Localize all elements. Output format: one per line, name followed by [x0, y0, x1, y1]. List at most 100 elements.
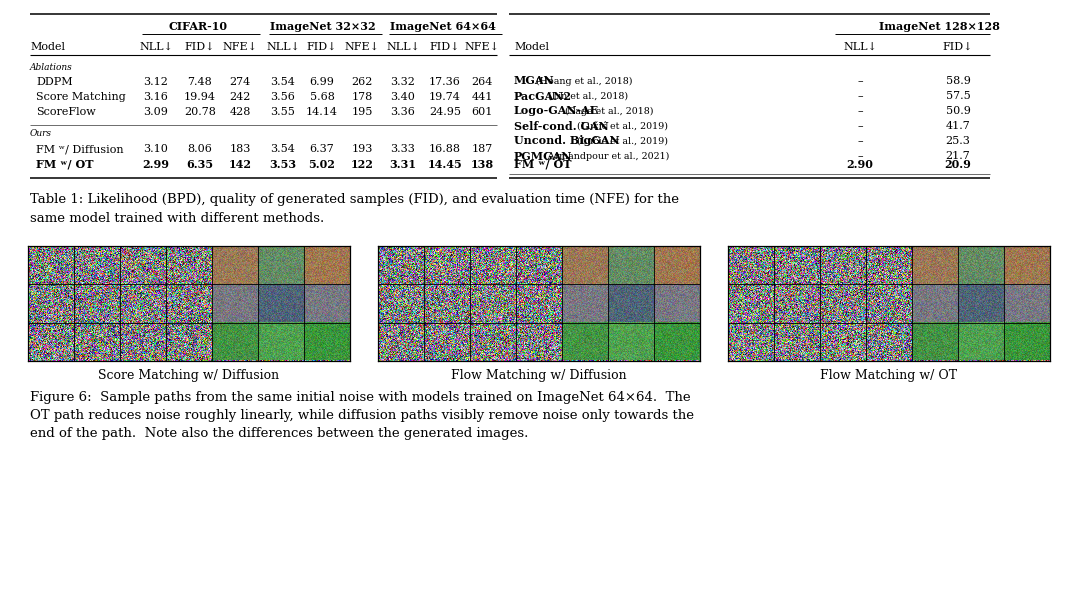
- Text: Score Matching: Score Matching: [36, 92, 125, 102]
- Text: PGMGAN: PGMGAN: [514, 151, 572, 162]
- Text: 5.68: 5.68: [310, 92, 335, 102]
- Text: 50.9: 50.9: [946, 106, 971, 116]
- Text: FID↓: FID↓: [943, 42, 973, 52]
- Text: Ablations: Ablations: [30, 63, 72, 72]
- Text: OT path reduces noise roughly linearly, while diffusion paths visibly remove noi: OT path reduces noise roughly linearly, …: [30, 409, 694, 421]
- Text: NFE↓: NFE↓: [345, 42, 379, 52]
- Text: 41.7: 41.7: [946, 121, 970, 131]
- Text: NFE↓: NFE↓: [222, 42, 257, 52]
- Text: 6.99: 6.99: [310, 77, 335, 87]
- Text: 262: 262: [351, 77, 373, 87]
- Text: FID↓: FID↓: [430, 42, 460, 52]
- Text: 19.94: 19.94: [184, 92, 216, 102]
- Text: 187: 187: [471, 144, 492, 154]
- Text: 21.7: 21.7: [946, 151, 970, 161]
- Text: 58.9: 58.9: [946, 76, 971, 86]
- Text: 3.55: 3.55: [271, 107, 296, 117]
- Text: 274: 274: [229, 77, 251, 87]
- Text: 3.09: 3.09: [144, 107, 168, 117]
- Text: FM ʷ/ Diffusion: FM ʷ/ Diffusion: [36, 144, 123, 154]
- Text: FM ʷ/ OT: FM ʷ/ OT: [514, 159, 571, 170]
- Text: FID↓: FID↓: [185, 42, 215, 52]
- Text: 16.88: 16.88: [429, 144, 461, 154]
- Text: Table 1: Likelihood (BPD), quality of generated samples (FID), and evaluation ti: Table 1: Likelihood (BPD), quality of ge…: [30, 193, 679, 207]
- Text: 2.99: 2.99: [143, 159, 170, 170]
- Text: Score Matching w/ Diffusion: Score Matching w/ Diffusion: [98, 368, 280, 381]
- Text: 7.48: 7.48: [188, 77, 213, 87]
- Text: 3.53: 3.53: [269, 159, 297, 170]
- Text: 601: 601: [471, 107, 492, 117]
- Text: 3.16: 3.16: [144, 92, 168, 102]
- Text: 2.90: 2.90: [847, 159, 874, 170]
- Text: (Sage et al., 2018): (Sage et al., 2018): [562, 106, 653, 116]
- Text: 3.31: 3.31: [390, 159, 417, 170]
- Text: 264: 264: [471, 77, 492, 87]
- Text: 3.33: 3.33: [391, 144, 416, 154]
- Text: NLL↓: NLL↓: [386, 42, 420, 52]
- Text: Flow Matching w/ Diffusion: Flow Matching w/ Diffusion: [451, 368, 626, 381]
- Text: 122: 122: [351, 159, 374, 170]
- Text: (Lučić et al., 2019): (Lučić et al., 2019): [575, 136, 669, 146]
- Text: Self-cond. GAN: Self-cond. GAN: [514, 120, 609, 131]
- Text: –: –: [858, 136, 863, 146]
- Text: 20.78: 20.78: [184, 107, 216, 117]
- Text: 5.02: 5.02: [309, 159, 336, 170]
- Text: –: –: [858, 151, 863, 161]
- Text: 6.37: 6.37: [310, 144, 335, 154]
- Text: DDPM: DDPM: [36, 77, 72, 87]
- Text: ImageNet 32×32: ImageNet 32×32: [270, 21, 376, 32]
- Text: Figure 6:  Sample paths from the same initial noise with models trained on Image: Figure 6: Sample paths from the same ini…: [30, 390, 690, 404]
- Text: 17.36: 17.36: [429, 77, 461, 87]
- Text: ImageNet 64×64: ImageNet 64×64: [390, 21, 496, 32]
- Text: NLL↓: NLL↓: [843, 42, 877, 52]
- Text: Model: Model: [30, 42, 65, 52]
- Text: Flow Matching w/ OT: Flow Matching w/ OT: [821, 368, 958, 381]
- Text: Uncond. BigGAN: Uncond. BigGAN: [514, 136, 620, 147]
- Text: ImageNet 128×128: ImageNet 128×128: [878, 21, 999, 32]
- Text: 193: 193: [351, 144, 373, 154]
- Text: Ours: Ours: [30, 130, 52, 139]
- Text: 6.35: 6.35: [187, 159, 214, 170]
- Text: Model: Model: [514, 42, 549, 52]
- Text: end of the path.  Note also the differences between the generated images.: end of the path. Note also the differenc…: [30, 426, 528, 440]
- Text: 183: 183: [229, 144, 251, 154]
- Text: –: –: [858, 106, 863, 116]
- Text: 19.74: 19.74: [429, 92, 461, 102]
- Text: (Hoang et al., 2018): (Hoang et al., 2018): [532, 77, 632, 86]
- Text: 8.06: 8.06: [188, 144, 213, 154]
- Text: 3.36: 3.36: [391, 107, 416, 117]
- Text: 3.56: 3.56: [271, 92, 296, 102]
- Text: 3.54: 3.54: [271, 77, 296, 87]
- Text: 14.45: 14.45: [428, 159, 462, 170]
- Text: NFE↓: NFE↓: [464, 42, 499, 52]
- Text: 20.9: 20.9: [945, 159, 971, 170]
- Text: 14.14: 14.14: [306, 107, 338, 117]
- Text: ScoreFlow: ScoreFlow: [36, 107, 96, 117]
- Text: CIFAR-10: CIFAR-10: [168, 21, 228, 32]
- Text: FM ʷ/ OT: FM ʷ/ OT: [36, 159, 94, 170]
- Text: 3.10: 3.10: [144, 144, 168, 154]
- Text: (Lin et al., 2018): (Lin et al., 2018): [545, 91, 629, 100]
- Text: –: –: [858, 121, 863, 131]
- Text: 242: 242: [229, 92, 251, 102]
- Text: 25.3: 25.3: [946, 136, 971, 146]
- Text: 3.40: 3.40: [391, 92, 416, 102]
- Text: Logo-GAN-AE: Logo-GAN-AE: [514, 106, 599, 117]
- Text: 441: 441: [471, 92, 492, 102]
- Text: 3.12: 3.12: [144, 77, 168, 87]
- Text: same model trained with different methods.: same model trained with different method…: [30, 212, 324, 224]
- Text: 138: 138: [471, 159, 494, 170]
- Text: –: –: [858, 91, 863, 101]
- Text: 57.5: 57.5: [946, 91, 970, 101]
- Text: 428: 428: [229, 107, 251, 117]
- Text: –: –: [858, 76, 863, 86]
- Text: 142: 142: [229, 159, 252, 170]
- Text: (Armandpour et al., 2021): (Armandpour et al., 2021): [541, 151, 670, 161]
- Text: 3.54: 3.54: [271, 144, 296, 154]
- Text: NLL↓: NLL↓: [266, 42, 300, 52]
- Text: 24.95: 24.95: [429, 107, 461, 117]
- Text: 178: 178: [351, 92, 373, 102]
- Text: (Lučić et al., 2019): (Lučić et al., 2019): [575, 121, 669, 131]
- Text: PacGAN2: PacGAN2: [514, 91, 572, 102]
- Text: FID↓: FID↓: [307, 42, 337, 52]
